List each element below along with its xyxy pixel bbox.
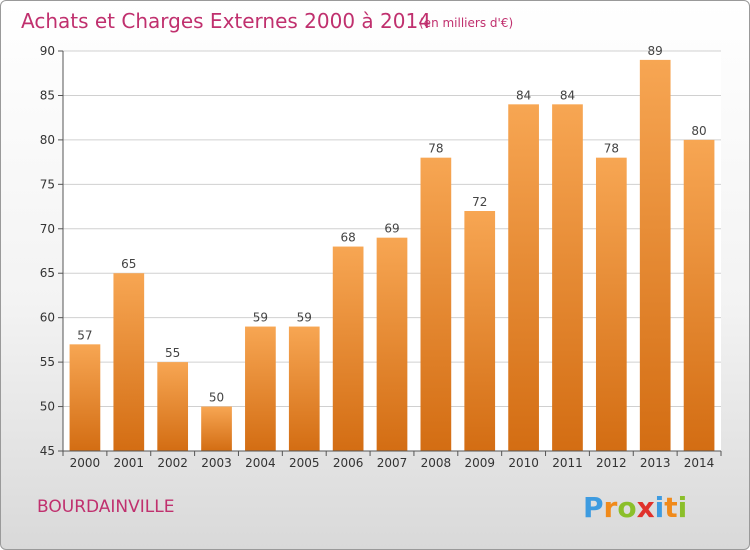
x-tick-label-2004: 2004: [245, 456, 276, 470]
x-tick-label-2013: 2013: [640, 456, 671, 470]
bar-2013: [639, 59, 671, 452]
y-tick-label: 80: [40, 133, 55, 147]
x-tick-label-2001: 2001: [114, 456, 145, 470]
axes: [62, 51, 721, 452]
y-tick-label: 75: [40, 177, 55, 191]
x-tick-label-2009: 2009: [464, 456, 495, 470]
x-tick-label-2007: 2007: [377, 456, 408, 470]
data-label-2000: 57: [77, 328, 92, 342]
chart-subtitle: (en milliers d'€): [419, 16, 513, 30]
y-tick-label: 85: [40, 88, 55, 102]
x-tick-label-2011: 2011: [552, 456, 583, 470]
logo-letter: o: [617, 491, 636, 524]
data-label-2010: 84: [516, 88, 531, 102]
bar-2006: [332, 246, 364, 451]
x-tick-label-2006: 2006: [333, 456, 364, 470]
data-label-2005: 59: [297, 311, 312, 325]
bar-2010: [508, 104, 539, 451]
bar-2003: [201, 406, 232, 451]
data-label-2006: 68: [340, 231, 355, 245]
logo-letter: t: [664, 491, 677, 524]
data-label-2008: 78: [428, 142, 443, 156]
x-tick-label-2008: 2008: [421, 456, 452, 470]
logo-letter: P: [583, 491, 604, 524]
data-label-2002: 55: [165, 346, 180, 360]
x-tick-label-2005: 2005: [289, 456, 320, 470]
bar-2001: [113, 273, 145, 451]
y-tick-label: 55: [40, 355, 55, 369]
x-tick-label-2000: 2000: [70, 456, 101, 470]
x-tick-label-2002: 2002: [157, 456, 188, 470]
x-tick-label-2010: 2010: [508, 456, 539, 470]
x-axis-ticks: 2000 2001 2002 2003 2004 2005 2006 2007 2008 2009…: [62, 451, 722, 470]
bar-2000: [69, 344, 101, 451]
y-tick-label: 60: [40, 311, 55, 325]
data-labels: 57 65 55 50 59 59 68 69 78 72 84 84 78 89 80: [77, 44, 706, 405]
bar-2007: [376, 237, 408, 451]
data-label-2012: 78: [604, 142, 619, 156]
bar-2012: [595, 157, 627, 451]
town-name: BOURDAINVILLE: [37, 497, 174, 517]
y-axis-ticks: 45 50 55 60 65 70 75 80 85 90: [40, 44, 63, 458]
data-label-2011: 84: [560, 88, 575, 102]
data-label-2009: 72: [472, 195, 487, 209]
logo-letter: x: [637, 491, 655, 524]
proxiti-logo: Proxiti: [583, 491, 687, 524]
bar-2004: [245, 326, 276, 451]
x-tick-label-2014: 2014: [684, 456, 715, 470]
chart-title: Achats et Charges Externes 2000 à 2014: [21, 9, 431, 33]
bar-2005: [288, 326, 320, 451]
logo-letter: i: [655, 491, 665, 524]
y-tick-label: 45: [40, 444, 55, 458]
y-tick-label: 65: [40, 266, 55, 280]
bar-2011: [552, 104, 583, 451]
bar-2009: [464, 211, 496, 451]
y-tick-label: 90: [40, 44, 55, 58]
data-label-2001: 65: [121, 257, 136, 271]
logo-letter: r: [604, 491, 618, 524]
bar-2008: [420, 157, 452, 451]
data-label-2004: 59: [253, 311, 268, 325]
logo-letter: i: [678, 491, 688, 524]
data-label-2007: 69: [384, 222, 399, 236]
y-tick-label: 70: [40, 222, 55, 236]
x-tick-label-2012: 2012: [596, 456, 627, 470]
x-tick-label-2003: 2003: [201, 456, 232, 470]
bars: [69, 59, 715, 452]
data-label-2014: 80: [691, 124, 706, 138]
y-tick-label: 50: [40, 400, 55, 414]
bar-2002: [157, 362, 189, 451]
data-label-2003: 50: [209, 391, 224, 405]
bar-2014: [683, 139, 715, 451]
data-label-2013: 89: [648, 44, 663, 58]
